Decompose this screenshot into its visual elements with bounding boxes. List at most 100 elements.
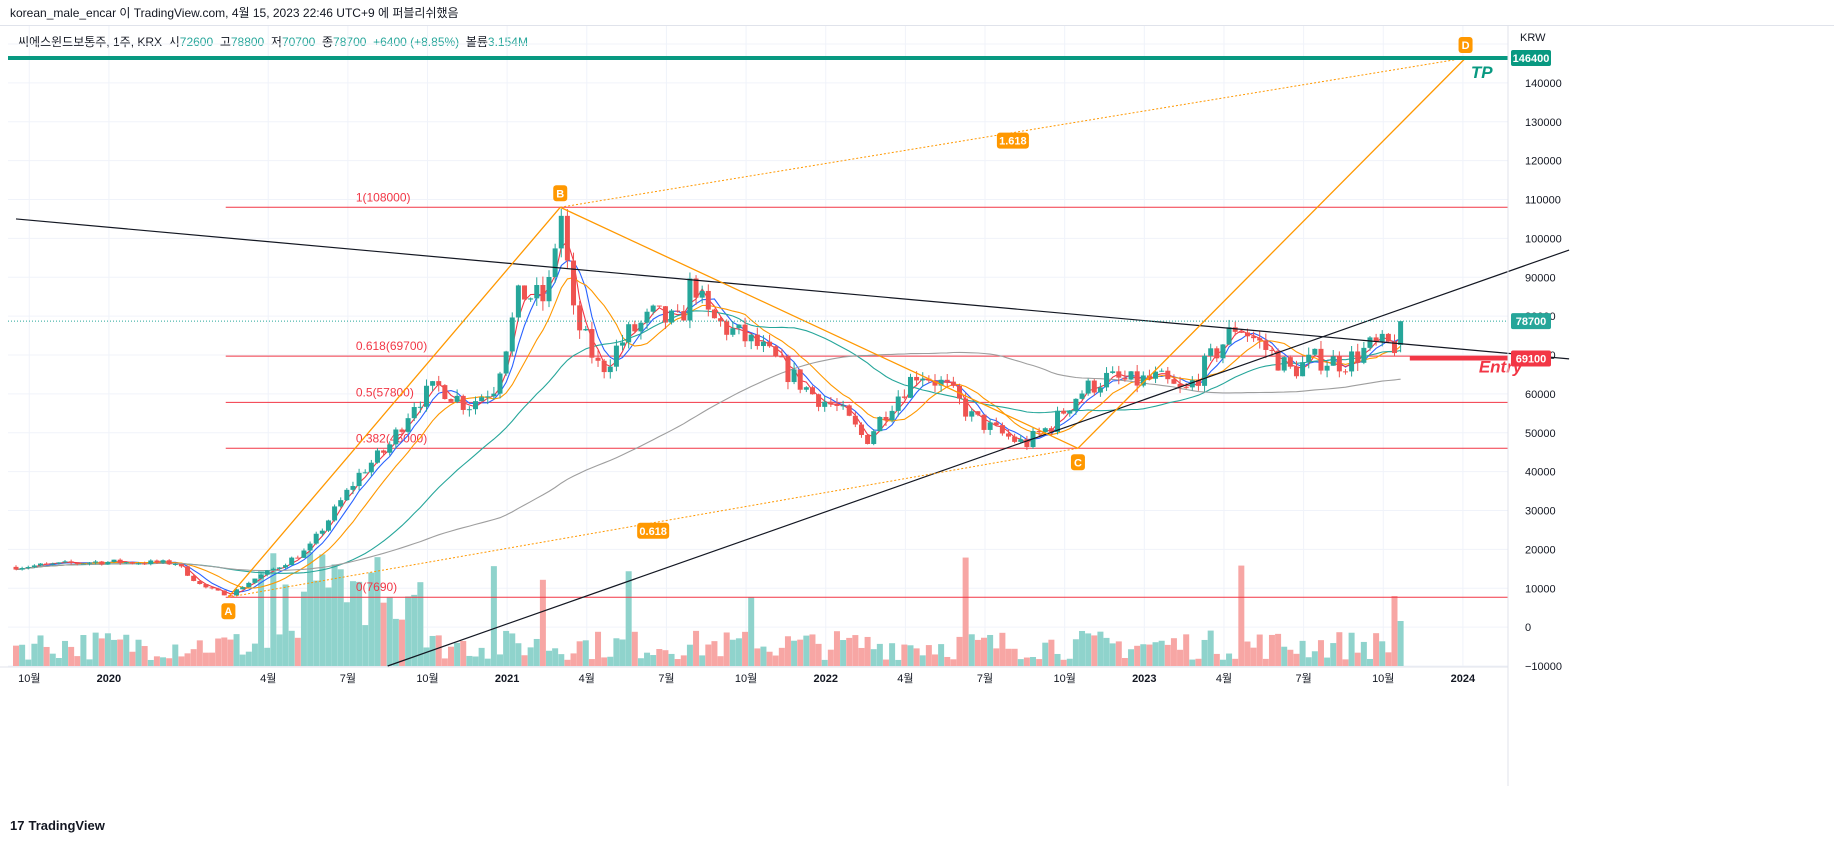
support-trendline [387,249,1570,667]
volume-bar [962,557,969,666]
volume-bar [368,572,375,666]
volume-bar [337,569,344,666]
volume-bar [490,566,497,666]
candle-body [595,357,601,361]
pattern-point-c-bg [1070,454,1085,471]
volume-bar [680,655,687,666]
candle-body [1048,428,1054,432]
candle-body [1036,430,1042,433]
volume-bar [1072,639,1079,666]
candle-body [1208,348,1214,356]
candle-body [374,450,380,463]
volume-bar [104,633,111,666]
candle-body [136,563,142,565]
high-label: 고 [219,35,231,49]
candle-body [705,290,711,310]
candle-body [699,290,705,298]
candle-body [1042,428,1048,433]
volume-bar [527,647,534,666]
volume-bar [423,647,430,666]
volume-bar [325,587,332,666]
volume-bar [742,631,749,666]
candle-body [1379,333,1385,342]
volume-bar [1281,646,1288,666]
candle-body [871,431,877,444]
volume-bar [931,654,938,666]
volume-bar [172,644,179,666]
candle-body [638,322,644,332]
volume-bar [239,654,246,666]
candle-body [883,416,889,421]
candle-body [142,563,148,565]
symbol-legend: 씨에스윈드보통주, 1주, KRX 시72600 고78800 저70700 종… [18,33,528,50]
open-value: 72600 [179,35,214,49]
volume-bar [913,648,920,666]
candle-body [1073,398,1079,411]
candle-body [601,360,607,373]
time-tick-label: 10월 [735,672,757,685]
volume-bar [1268,634,1275,666]
candle-body [44,563,50,565]
price-axis[interactable]: KRW −10000 0 10000 20000 30000 40000 50000 60000… [1507,26,1562,786]
candle-body [1183,387,1189,389]
volume-bar [968,634,975,666]
candle-body [1202,355,1208,386]
price-chart[interactable]: 1(108000) 0.618(69700) 0.5(57800) 0.382(460… [0,26,1834,816]
fibonacci-retracement[interactable]: 1(108000) 0.618(69700) 0.5(57800) 0.382(460… [225,190,1508,598]
volume-bar [62,640,69,666]
volume-bar [797,639,804,666]
candle-body [417,406,423,408]
fib-level-label: 0.382(46000) [356,431,427,445]
volume-bar [429,635,436,666]
time-tick-label: 2023 [1132,673,1156,685]
publish-info-bar: korean_male_encar 이 TradingView.com, 4월 … [0,0,1834,26]
price-tick-label: 30000 [1525,506,1556,518]
candle-body [1385,333,1391,342]
volume-bar [1232,658,1239,666]
low-label: 저 [270,35,282,49]
abcd-pattern[interactable]: A B C D 0.618 1.618 [221,36,1473,620]
trendlines[interactable] [15,218,1570,667]
fib-level-label: 0.5(57800) [356,385,414,399]
volume-bar [1103,637,1110,666]
candle-body [1367,337,1373,348]
resistance-trendline [15,218,1570,360]
candle-body [1318,348,1324,371]
volume-bar [343,602,350,666]
volume-bar [184,653,191,666]
candle-body [846,405,852,416]
time-tick-label: 10월 [1053,672,1075,685]
candle-body [105,561,111,565]
candle-body [534,285,540,299]
symbol-name[interactable]: 씨에스윈드보통주, 1주, KRX [18,35,163,49]
time-axis[interactable]: 10월 2020 4월 7월 10월 2021 4월 7월 10월 2022 4월 7월 10월 2023… [0,666,1508,685]
candle-body [454,395,460,402]
candle-body [969,411,975,417]
candle-body [405,418,411,432]
tp-price-label-bg [1511,49,1551,66]
candle-body [895,396,901,411]
candle-body [1122,377,1128,380]
volume-bar [919,655,926,666]
volume-bar [68,646,75,666]
volume-bar [882,659,889,666]
volume-bar [1115,641,1122,666]
volume-bar [123,634,130,666]
pattern-point-c: C [1070,454,1085,471]
volume-bar [1054,653,1061,666]
fib-level-label: 0.618(69700) [356,339,427,353]
volume-value: 3.154M [487,35,528,49]
candle-body [252,578,258,583]
volume-bar [582,640,589,666]
candle-body [1012,436,1018,442]
volume-bar [729,639,736,666]
volume-bar [631,631,638,666]
candle-body [472,401,478,410]
volume-bar [147,659,154,666]
tp-annotation: TP [1471,63,1493,82]
volume-bar [80,635,87,666]
volume-bar [711,641,718,666]
volume-bar [644,652,651,666]
candle-body [944,379,950,382]
